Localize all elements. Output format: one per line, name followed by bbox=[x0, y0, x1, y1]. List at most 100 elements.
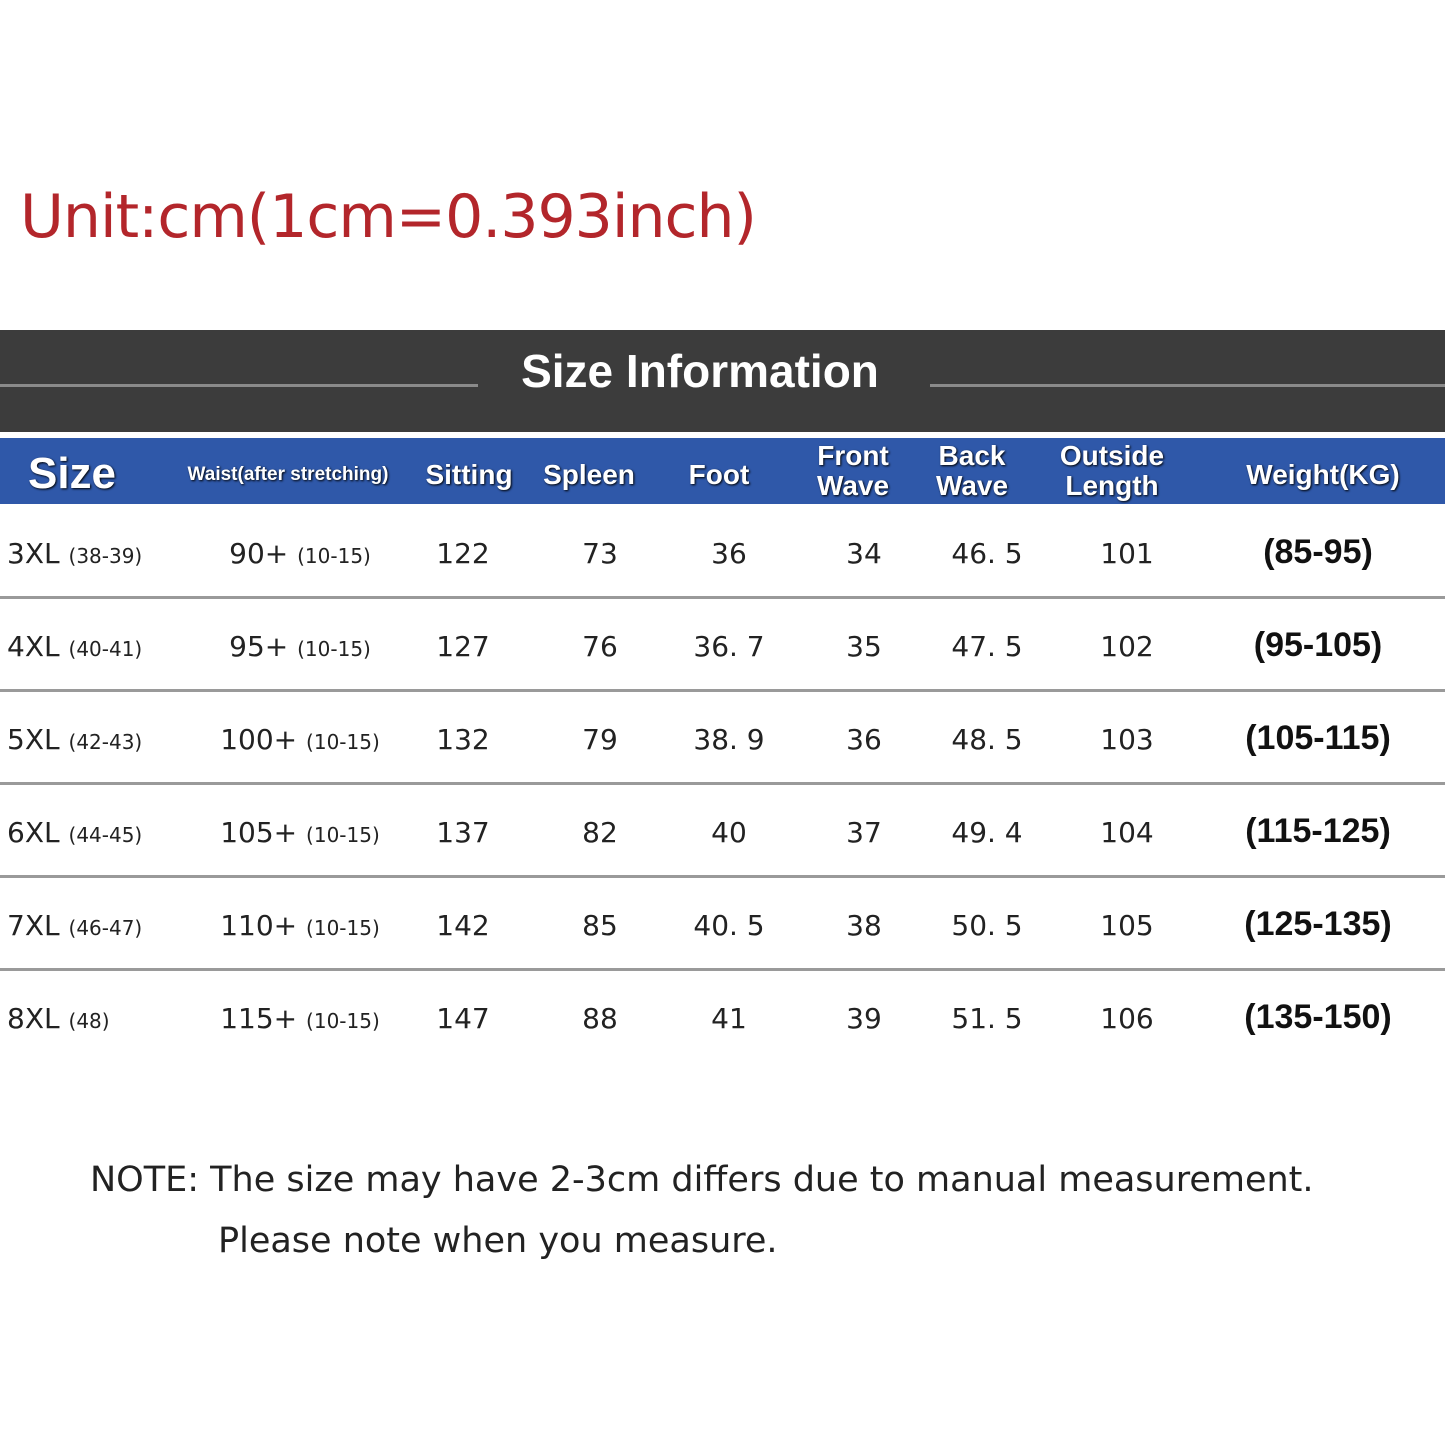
size-range: (38-39) bbox=[68, 544, 143, 568]
cell-outside: 105 bbox=[1100, 909, 1154, 942]
cell-back: 48. 5 bbox=[951, 723, 1023, 756]
column-header: Back Wave bbox=[935, 440, 1009, 501]
column-header: Foot bbox=[688, 459, 750, 490]
table-row: 5XL (42-43) 100+ (10-15) 132 79 38. 9 36 48. 5… bbox=[0, 693, 1445, 786]
table-row: 6XL (44-45) 105+ (10-15) 137 82 40 37 49. 4 104… bbox=[0, 786, 1445, 879]
cell-waist: 95+ (10-15) bbox=[229, 630, 371, 663]
size-range: (48) bbox=[68, 1009, 110, 1033]
size-label: 4XL bbox=[7, 630, 60, 663]
cell-spleen: 88 bbox=[582, 1002, 618, 1035]
cell-back: 47. 5 bbox=[951, 630, 1023, 663]
cell-foot: 40 bbox=[711, 816, 747, 849]
cell-size: 7XL (46-47) bbox=[7, 909, 142, 942]
cell-size: 6XL (44-45) bbox=[7, 816, 142, 849]
title-band: Size Information bbox=[0, 330, 1445, 432]
cell-waist: 105+ (10-15) bbox=[220, 816, 380, 849]
cell-outside: 101 bbox=[1100, 537, 1154, 570]
cell-waist: 110+ (10-15) bbox=[220, 909, 380, 942]
column-header: Weight(KG) bbox=[1246, 459, 1400, 490]
cell-front: 37 bbox=[846, 816, 882, 849]
size-label: 7XL bbox=[7, 909, 60, 942]
note-line-1: NOTE: The size may have 2-3cm differs du… bbox=[90, 1160, 1314, 1200]
cell-weight: (105-115) bbox=[1245, 719, 1391, 757]
size-range: (46-47) bbox=[68, 916, 143, 940]
cell-size: 5XL (42-43) bbox=[7, 723, 142, 756]
cell-outside: 104 bbox=[1100, 816, 1154, 849]
cell-sitting: 132 bbox=[436, 723, 490, 756]
size-range: (42-43) bbox=[68, 730, 143, 754]
column-header: Waist(after stretching) bbox=[187, 464, 389, 485]
waist-range: (10-15) bbox=[306, 730, 380, 754]
note-line-2: Please note when you measure. bbox=[218, 1221, 778, 1261]
cell-foot: 38. 9 bbox=[693, 723, 765, 756]
waist-value: 105+ bbox=[220, 816, 298, 849]
cell-back: 49. 4 bbox=[951, 816, 1023, 849]
table-row: 4XL (40-41) 95+ (10-15) 127 76 36. 7 35 47. 5 1… bbox=[0, 600, 1445, 693]
column-header: Size bbox=[27, 449, 117, 498]
size-label: 5XL bbox=[7, 723, 60, 756]
cell-outside: 103 bbox=[1100, 723, 1154, 756]
size-range: (44-45) bbox=[68, 823, 143, 847]
size-label: 8XL bbox=[7, 1002, 60, 1035]
cell-foot: 36. 7 bbox=[693, 630, 765, 663]
cell-weight: (135-150) bbox=[1244, 998, 1392, 1036]
cell-weight: (95-105) bbox=[1253, 626, 1383, 664]
cell-front: 38 bbox=[846, 909, 882, 942]
cell-sitting: 127 bbox=[436, 630, 490, 663]
cell-spleen: 79 bbox=[582, 723, 618, 756]
waist-range: (10-15) bbox=[297, 637, 371, 661]
cell-size: 8XL (48) bbox=[7, 1002, 110, 1035]
column-header: Spleen bbox=[543, 459, 635, 490]
size-range: (40-41) bbox=[68, 637, 143, 661]
column-header: Outside Length bbox=[1059, 440, 1165, 501]
waist-value: 110+ bbox=[220, 909, 298, 942]
cell-weight: (115-125) bbox=[1245, 812, 1391, 850]
cell-foot: 40. 5 bbox=[693, 909, 765, 942]
row-divider bbox=[0, 875, 1445, 878]
cell-spleen: 85 bbox=[582, 909, 618, 942]
cell-spleen: 73 bbox=[582, 537, 618, 570]
cell-back: 50. 5 bbox=[951, 909, 1023, 942]
waist-value: 115+ bbox=[220, 1002, 298, 1035]
waist-range: (10-15) bbox=[306, 823, 380, 847]
cell-sitting: 147 bbox=[436, 1002, 490, 1035]
row-divider bbox=[0, 596, 1445, 599]
table-row: 3XL (38-39) 90+ (10-15) 122 73 36 34 46. 5 101 (… bbox=[0, 507, 1445, 600]
title-divider-left bbox=[0, 384, 478, 387]
column-header: Front Wave bbox=[816, 440, 890, 501]
waist-value: 100+ bbox=[220, 723, 298, 756]
title-divider-right bbox=[930, 384, 1445, 387]
waist-range: (10-15) bbox=[306, 916, 380, 940]
cell-back: 51. 5 bbox=[951, 1002, 1023, 1035]
cell-back: 46. 5 bbox=[951, 537, 1023, 570]
cell-sitting: 137 bbox=[436, 816, 490, 849]
cell-front: 39 bbox=[846, 1002, 882, 1035]
cell-foot: 41 bbox=[711, 1002, 747, 1035]
cell-size: 3XL (38-39) bbox=[7, 537, 142, 570]
cell-outside: 106 bbox=[1100, 1002, 1154, 1035]
section-title: Size Information bbox=[521, 345, 879, 397]
cell-size: 4XL (40-41) bbox=[7, 630, 142, 663]
cell-waist: 90+ (10-15) bbox=[229, 537, 371, 570]
table-header: Size Waist(after stretching) Sitting Spleen… bbox=[0, 438, 1445, 504]
cell-front: 34 bbox=[846, 537, 882, 570]
cell-front: 35 bbox=[846, 630, 882, 663]
waist-range: (10-15) bbox=[306, 1009, 380, 1033]
cell-weight: (85-95) bbox=[1263, 533, 1373, 571]
cell-sitting: 142 bbox=[436, 909, 490, 942]
cell-front: 36 bbox=[846, 723, 882, 756]
row-divider bbox=[0, 782, 1445, 785]
waist-value: 95+ bbox=[229, 630, 289, 663]
unit-title: Unit:cm(1cm=0.393inch) bbox=[20, 182, 757, 252]
waist-value: 90+ bbox=[229, 537, 289, 570]
size-label: 3XL bbox=[7, 537, 60, 570]
cell-waist: 100+ (10-15) bbox=[220, 723, 380, 756]
cell-foot: 36 bbox=[711, 537, 747, 570]
cell-outside: 102 bbox=[1100, 630, 1154, 663]
cell-sitting: 122 bbox=[436, 537, 490, 570]
cell-weight: (125-135) bbox=[1244, 905, 1392, 943]
size-label: 6XL bbox=[7, 816, 60, 849]
cell-waist: 115+ (10-15) bbox=[220, 1002, 380, 1035]
row-divider bbox=[0, 689, 1445, 692]
table-row: 7XL (46-47) 110+ (10-15) 142 85 40. 5 38 50. 5… bbox=[0, 879, 1445, 972]
